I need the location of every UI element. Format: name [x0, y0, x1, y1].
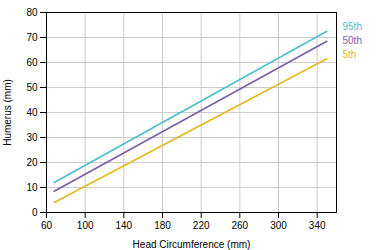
svg-text:95th: 95th	[343, 21, 362, 32]
svg-text:20: 20	[26, 157, 38, 168]
svg-text:0: 0	[32, 207, 38, 218]
svg-text:220: 220	[193, 220, 210, 231]
svg-text:10: 10	[26, 182, 38, 193]
svg-text:140: 140	[115, 220, 132, 231]
svg-text:Humerus (mm): Humerus (mm)	[2, 79, 13, 146]
svg-text:Head Circumference (mm): Head Circumference (mm)	[133, 239, 251, 250]
svg-text:5th: 5th	[343, 49, 357, 60]
svg-text:300: 300	[270, 220, 287, 231]
svg-text:60: 60	[41, 220, 53, 231]
svg-text:260: 260	[231, 220, 248, 231]
svg-text:100: 100	[77, 220, 94, 231]
svg-text:50th: 50th	[343, 35, 362, 46]
svg-text:40: 40	[26, 107, 38, 118]
svg-text:340: 340	[309, 220, 326, 231]
svg-text:70: 70	[26, 32, 38, 43]
svg-text:50: 50	[26, 82, 38, 93]
svg-text:180: 180	[154, 220, 171, 231]
svg-text:60: 60	[26, 57, 38, 68]
svg-text:30: 30	[26, 132, 38, 143]
svg-text:80: 80	[26, 7, 38, 18]
